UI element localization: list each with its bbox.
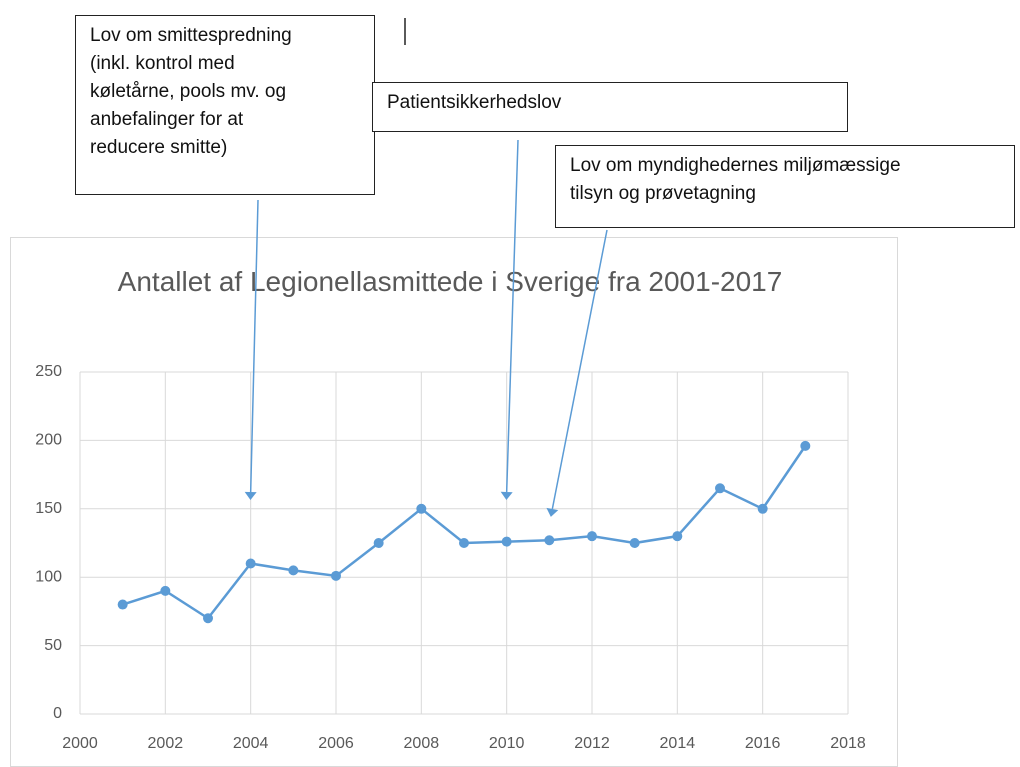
point <box>501 536 512 547</box>
annotation-text: Patientsikkerhedslov <box>387 92 562 113</box>
y-tick-label: 150 <box>35 500 62 517</box>
point <box>459 538 469 548</box>
point <box>715 483 725 494</box>
y-tick-label: 250 <box>35 363 62 380</box>
annotation-arrow <box>551 229 608 510</box>
annotation-text: Lov om myndighedernes miljømæssige <box>570 155 901 176</box>
x-tick-label: 2006 <box>318 735 354 752</box>
x-tick-label: 2014 <box>660 735 696 752</box>
point <box>544 535 555 546</box>
x-tick-label: 2004 <box>233 735 269 752</box>
annotation-text: køletårne, pools mv. og <box>90 81 287 102</box>
arrow-head <box>546 507 559 517</box>
y-tick-label: 0 <box>53 705 62 722</box>
chart-title: Antallet af Legionellasmittede i Sverige… <box>117 266 783 297</box>
y-tick-label: 100 <box>35 568 62 585</box>
annotation-text: anbefalinger for at <box>90 109 244 130</box>
line <box>122 445 807 620</box>
annotation-arrow <box>249 199 259 493</box>
annotation-box: Patientsikkerhedslov <box>372 82 848 132</box>
x-tick-label: 2000 <box>62 735 98 752</box>
point <box>331 570 341 581</box>
x-tick-label: 2012 <box>574 735 610 752</box>
point <box>203 613 213 624</box>
point <box>800 440 811 451</box>
point <box>416 503 427 514</box>
annotation-box: Lov om myndighedernes miljømæssige tilsyn… <box>555 145 1015 228</box>
y-tick-label: 50 <box>44 637 62 654</box>
point <box>587 531 597 542</box>
y-tick-label: 200 <box>35 432 62 449</box>
x-tick-label: 2010 <box>489 735 525 752</box>
annotation-box: Lov om smittespredning (inkl. kontrol med… <box>75 15 375 195</box>
x-tick-label: 2018 <box>830 735 866 752</box>
point <box>757 503 768 514</box>
point <box>245 558 256 569</box>
annotation-arrow <box>505 139 519 493</box>
point <box>160 585 171 596</box>
annotation-text: tilsyn og prøvetagning <box>570 183 756 204</box>
x-tick-label: 2008 <box>404 735 440 752</box>
point <box>629 538 640 548</box>
point <box>288 565 299 576</box>
point <box>117 599 128 610</box>
x-tick-label: 2016 <box>745 735 781 752</box>
annotation-text: Lov om smittespredning <box>90 25 292 46</box>
point <box>672 531 683 542</box>
x-tick-label: 2002 <box>148 735 184 752</box>
annotation-text: reducere smitte) <box>90 137 228 158</box>
arrow-head <box>500 491 513 500</box>
annotation-text: (inkl. kontrol med <box>90 53 235 74</box>
point <box>373 538 384 548</box>
arrow-head <box>244 491 257 500</box>
